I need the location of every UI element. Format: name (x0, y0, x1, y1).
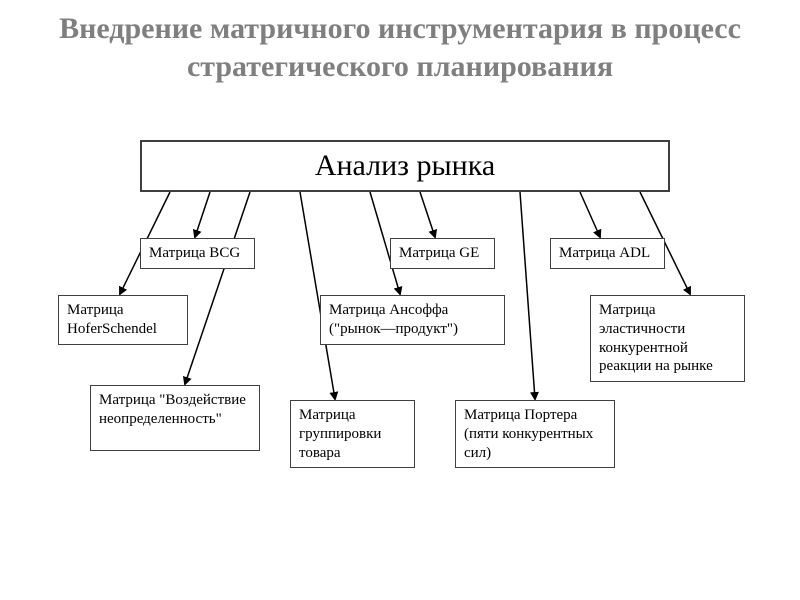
node-uncertain: Матрица "Воздействие неопределенность" (90, 385, 260, 451)
root-node: Анализ рынка (140, 140, 670, 192)
node-bcg: Матрица BCG (140, 238, 255, 269)
node-ansoff: Матрица Ансоффа ("рынок—продукт") (320, 295, 505, 345)
node-ge: Матрица GE (390, 238, 495, 269)
node-elastic: Матрица эластичности конкурентной реакци… (590, 295, 745, 382)
diagram-title: Внедрение матричного инструментария в пр… (0, 0, 800, 85)
root-label: Анализ рынка (315, 149, 495, 183)
edge (580, 192, 600, 237)
node-porter: Матрица Портера (пяти конкурентных сил) (455, 400, 615, 468)
node-grouping: Матрица группировки товара (290, 400, 415, 468)
edge (195, 192, 210, 237)
edge (520, 192, 535, 399)
edge (185, 192, 250, 384)
node-adl: Матрица ADL (550, 238, 665, 269)
edge (420, 192, 435, 237)
node-hofer: Матрица HoferSchendel (58, 295, 188, 345)
